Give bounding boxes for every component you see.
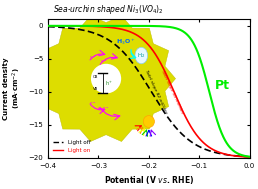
Ellipse shape	[91, 64, 121, 94]
Text: e$^-$: e$^-$	[89, 100, 96, 107]
Y-axis label: Current density
(mA$\cdot$cm$^{-2}$): Current density (mA$\cdot$cm$^{-2}$)	[3, 57, 23, 120]
Text: Sea-urchin shaped $\it{Ni_3(VO_4)_2}$: Sea-urchin shaped $\it{Ni_3(VO_4)_2}$	[53, 3, 164, 16]
Text: e$^-$: e$^-$	[89, 54, 96, 61]
Text: Tafel slope 50 mV/dec: Tafel slope 50 mV/dec	[159, 69, 183, 115]
Text: e$^-$: e$^-$	[102, 105, 109, 112]
Text: VB: VB	[93, 87, 98, 91]
Polygon shape	[37, 16, 175, 142]
Ellipse shape	[143, 116, 154, 127]
Text: H$_2$: H$_2$	[137, 51, 146, 60]
Text: Tafel slope 82 mV/dec: Tafel slope 82 mV/dec	[144, 69, 168, 115]
X-axis label: Potential (V $\it{vs}$. RHE): Potential (V $\it{vs}$. RHE)	[104, 174, 194, 186]
Legend: Light off, Light on: Light off, Light on	[51, 138, 93, 155]
Text: H$_3$O$^+$: H$_3$O$^+$	[116, 37, 136, 47]
Text: CB: CB	[93, 75, 98, 79]
Text: e$^-$: e$^-$	[100, 58, 107, 65]
Text: h$^+$: h$^+$	[104, 79, 113, 88]
Ellipse shape	[135, 47, 148, 64]
Text: Pt: Pt	[214, 79, 229, 92]
